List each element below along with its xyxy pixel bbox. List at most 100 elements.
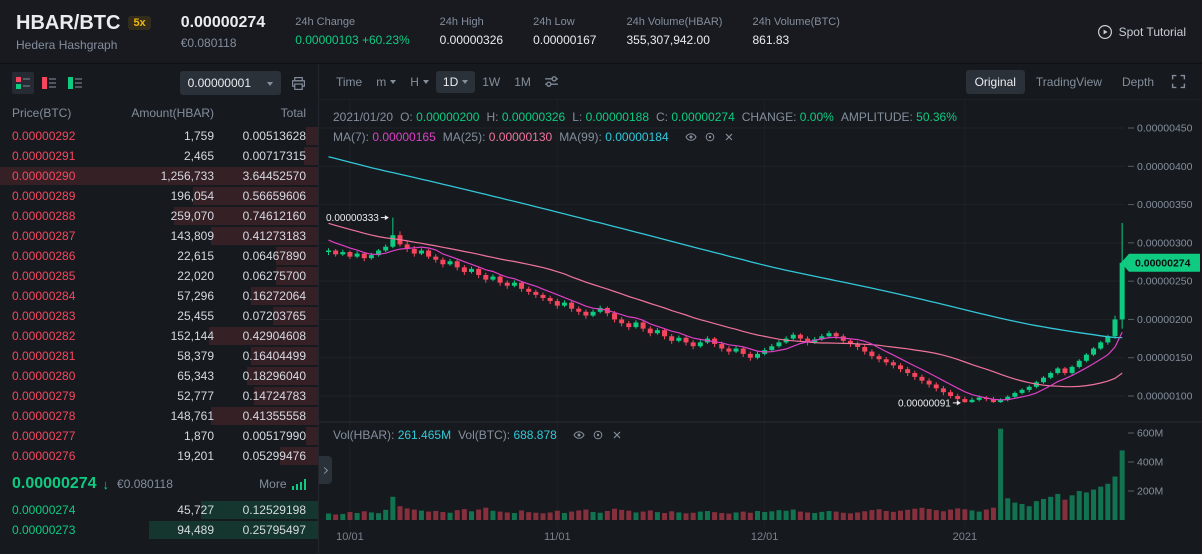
ask-price: 0.00000277 <box>12 429 76 443</box>
leverage-badge[interactable]: 5x <box>128 16 151 30</box>
ask-price: 0.00000290 <box>12 169 76 183</box>
ask-row[interactable]: 0.00000282 152,144 0.42904608 <box>0 326 318 346</box>
svg-text:0.00000150: 0.00000150 <box>1137 352 1193 364</box>
ask-total: 0.41273183 <box>242 229 306 243</box>
bid-row[interactable]: 0.00000273 94,489 0.25795497 <box>0 520 318 540</box>
asks-list: 0.00000292 1,759 0.00513628 0.00000291 2,465… <box>0 126 318 466</box>
close-icon[interactable] <box>723 131 735 143</box>
ask-price: 0.00000280 <box>12 369 76 383</box>
orderbook-mode-both-icon[interactable] <box>12 72 34 94</box>
ask-row[interactable]: 0.00000278 148,761 0.41355558 <box>0 406 318 426</box>
ask-row[interactable]: 0.00000291 2,465 0.00717315 <box>0 146 318 166</box>
eye-icon[interactable] <box>573 429 585 441</box>
chart-body: 0.00000450 0.00000400 0.00000350 0.00000300… <box>319 100 1202 554</box>
stat-24h-low: 24h Low 0.00000167 <box>533 16 597 47</box>
ask-row[interactable]: 0.00000281 58,379 0.16404499 <box>0 346 318 366</box>
chevron-down-icon <box>390 80 397 84</box>
ask-total: 0.00717315 <box>242 149 306 163</box>
interval-time[interactable]: Time <box>336 74 363 89</box>
ask-amount: 25,455 <box>177 309 214 323</box>
svg-text:0.00000450: 0.00000450 <box>1137 123 1193 135</box>
orderbook-mode-asks-icon[interactable] <box>38 72 60 94</box>
ask-price: 0.00000281 <box>12 349 76 363</box>
eye-icon[interactable] <box>685 131 697 143</box>
orderbook-fiat-price: €0.080118 <box>117 477 173 491</box>
ask-total: 0.16272064 <box>242 289 306 303</box>
ask-amount: 196,054 <box>170 189 214 203</box>
tab-tradingview[interactable]: TradingView <box>1035 74 1102 89</box>
ask-amount: 1,870 <box>183 429 214 443</box>
interval-hours[interactable]: H <box>403 71 436 93</box>
ask-total: 0.00513628 <box>242 129 306 143</box>
interval-1m[interactable]: 1M <box>514 74 531 89</box>
interval-1w[interactable]: 1W <box>482 74 501 89</box>
ask-row[interactable]: 0.00000289 196,054 0.56659606 <box>0 186 318 206</box>
orderbook-settings-icon[interactable] <box>291 76 306 91</box>
ask-total: 3.64452570 <box>242 169 306 183</box>
target-icon[interactable] <box>704 131 716 143</box>
collapse-orderbook-handle[interactable] <box>319 456 332 484</box>
ask-row[interactable]: 0.00000288 259,070 0.74612160 <box>0 206 318 226</box>
ask-row[interactable]: 0.00000286 22,615 0.06467890 <box>0 246 318 266</box>
ask-amount: 57,296 <box>177 289 214 303</box>
svg-text:0.00000091: 0.00000091 <box>898 398 951 409</box>
more-link[interactable]: More <box>259 477 306 491</box>
svg-text:0.00000274: 0.00000274 <box>1135 257 1191 269</box>
ask-row[interactable]: 0.00000287 143,809 0.41273183 <box>0 226 318 246</box>
chevron-right-icon <box>320 466 329 474</box>
ask-row[interactable]: 0.00000276 19,201 0.05299476 <box>0 446 318 466</box>
ask-amount: 65,343 <box>177 369 214 383</box>
header-bar: HBAR/BTC 5x Hedera Hashgraph 0.00000274 … <box>0 0 1202 64</box>
ask-row[interactable]: 0.00000280 65,343 0.18296040 <box>0 366 318 386</box>
orderbook-last-price: 0.00000274 <box>12 475 97 492</box>
ask-row[interactable]: 0.00000279 52,777 0.14724783 <box>0 386 318 406</box>
play-circle-icon <box>1097 24 1113 40</box>
col-price: Price(BTC) <box>12 106 72 120</box>
bid-price: 0.00000274 <box>12 503 76 517</box>
orderbook-columns: Price(BTC) Amount(HBAR) Total <box>0 102 318 126</box>
orderbook-mode-bids-icon[interactable] <box>64 72 86 94</box>
ask-row[interactable]: 0.00000277 1,870 0.00517990 <box>0 426 318 446</box>
bid-row[interactable]: 0.00000274 45,727 0.12529198 <box>0 500 318 520</box>
pair-title: HBAR/BTC <box>16 11 121 34</box>
ask-amount: 1,759 <box>183 129 214 143</box>
ask-row[interactable]: 0.00000285 22,020 0.06275700 <box>0 266 318 286</box>
col-amount: Amount(HBAR) <box>131 106 214 120</box>
tab-original[interactable]: Original <box>965 69 1025 94</box>
ask-price: 0.00000278 <box>12 409 76 423</box>
ask-price: 0.00000279 <box>12 389 76 403</box>
ask-total: 0.16404499 <box>242 349 306 363</box>
tick-size-select[interactable]: 0.00000001 <box>179 71 281 95</box>
ask-total: 0.06275700 <box>242 269 306 283</box>
target-icon[interactable] <box>592 429 604 441</box>
candlestick-chart[interactable]: 0.00000450 0.00000400 0.00000350 0.00000300… <box>319 100 1202 554</box>
interval-minutes[interactable]: m <box>369 71 403 93</box>
pair-block: HBAR/BTC 5x Hedera Hashgraph <box>16 12 151 52</box>
ask-price: 0.00000284 <box>12 289 76 303</box>
ask-price: 0.00000276 <box>12 449 76 463</box>
svg-text:600M: 600M <box>1137 428 1163 440</box>
ask-price: 0.00000288 <box>12 209 76 223</box>
indicator-settings-icon[interactable] <box>538 70 565 93</box>
ask-total: 0.14724783 <box>242 389 306 403</box>
stat-24h-volume-hbar: 24h Volume(HBAR) 355,307,942.00 <box>626 16 723 47</box>
ask-row[interactable]: 0.00000290 1,256,733 3.64452570 <box>0 166 318 186</box>
tab-depth[interactable]: Depth <box>1121 74 1154 89</box>
ask-total: 0.18296040 <box>242 369 306 383</box>
ask-row[interactable]: 0.00000284 57,296 0.16272064 <box>0 286 318 306</box>
ask-total: 0.05299476 <box>242 449 306 463</box>
spot-tutorial-button[interactable]: Spot Tutorial <box>1097 24 1186 40</box>
svg-text:200M: 200M <box>1137 486 1163 498</box>
ask-row[interactable]: 0.00000283 25,455 0.07203765 <box>0 306 318 326</box>
ask-amount: 22,615 <box>177 249 214 263</box>
fullscreen-icon[interactable] <box>1165 70 1192 93</box>
close-icon[interactable] <box>611 429 623 441</box>
chart-panel: Time m H 1D 1W 1M Original TradingView D… <box>319 64 1202 554</box>
svg-text:12/01: 12/01 <box>751 531 779 543</box>
ask-row[interactable]: 0.00000292 1,759 0.00513628 <box>0 126 318 146</box>
interval-1d[interactable]: 1D <box>435 70 476 93</box>
price-direction-arrow: ↓ <box>102 476 110 492</box>
svg-text:11/01: 11/01 <box>544 531 571 543</box>
ask-total: 0.07203765 <box>242 309 306 323</box>
orderbook-ticker: 0.00000274 ↓ €0.080118 More <box>0 466 318 500</box>
